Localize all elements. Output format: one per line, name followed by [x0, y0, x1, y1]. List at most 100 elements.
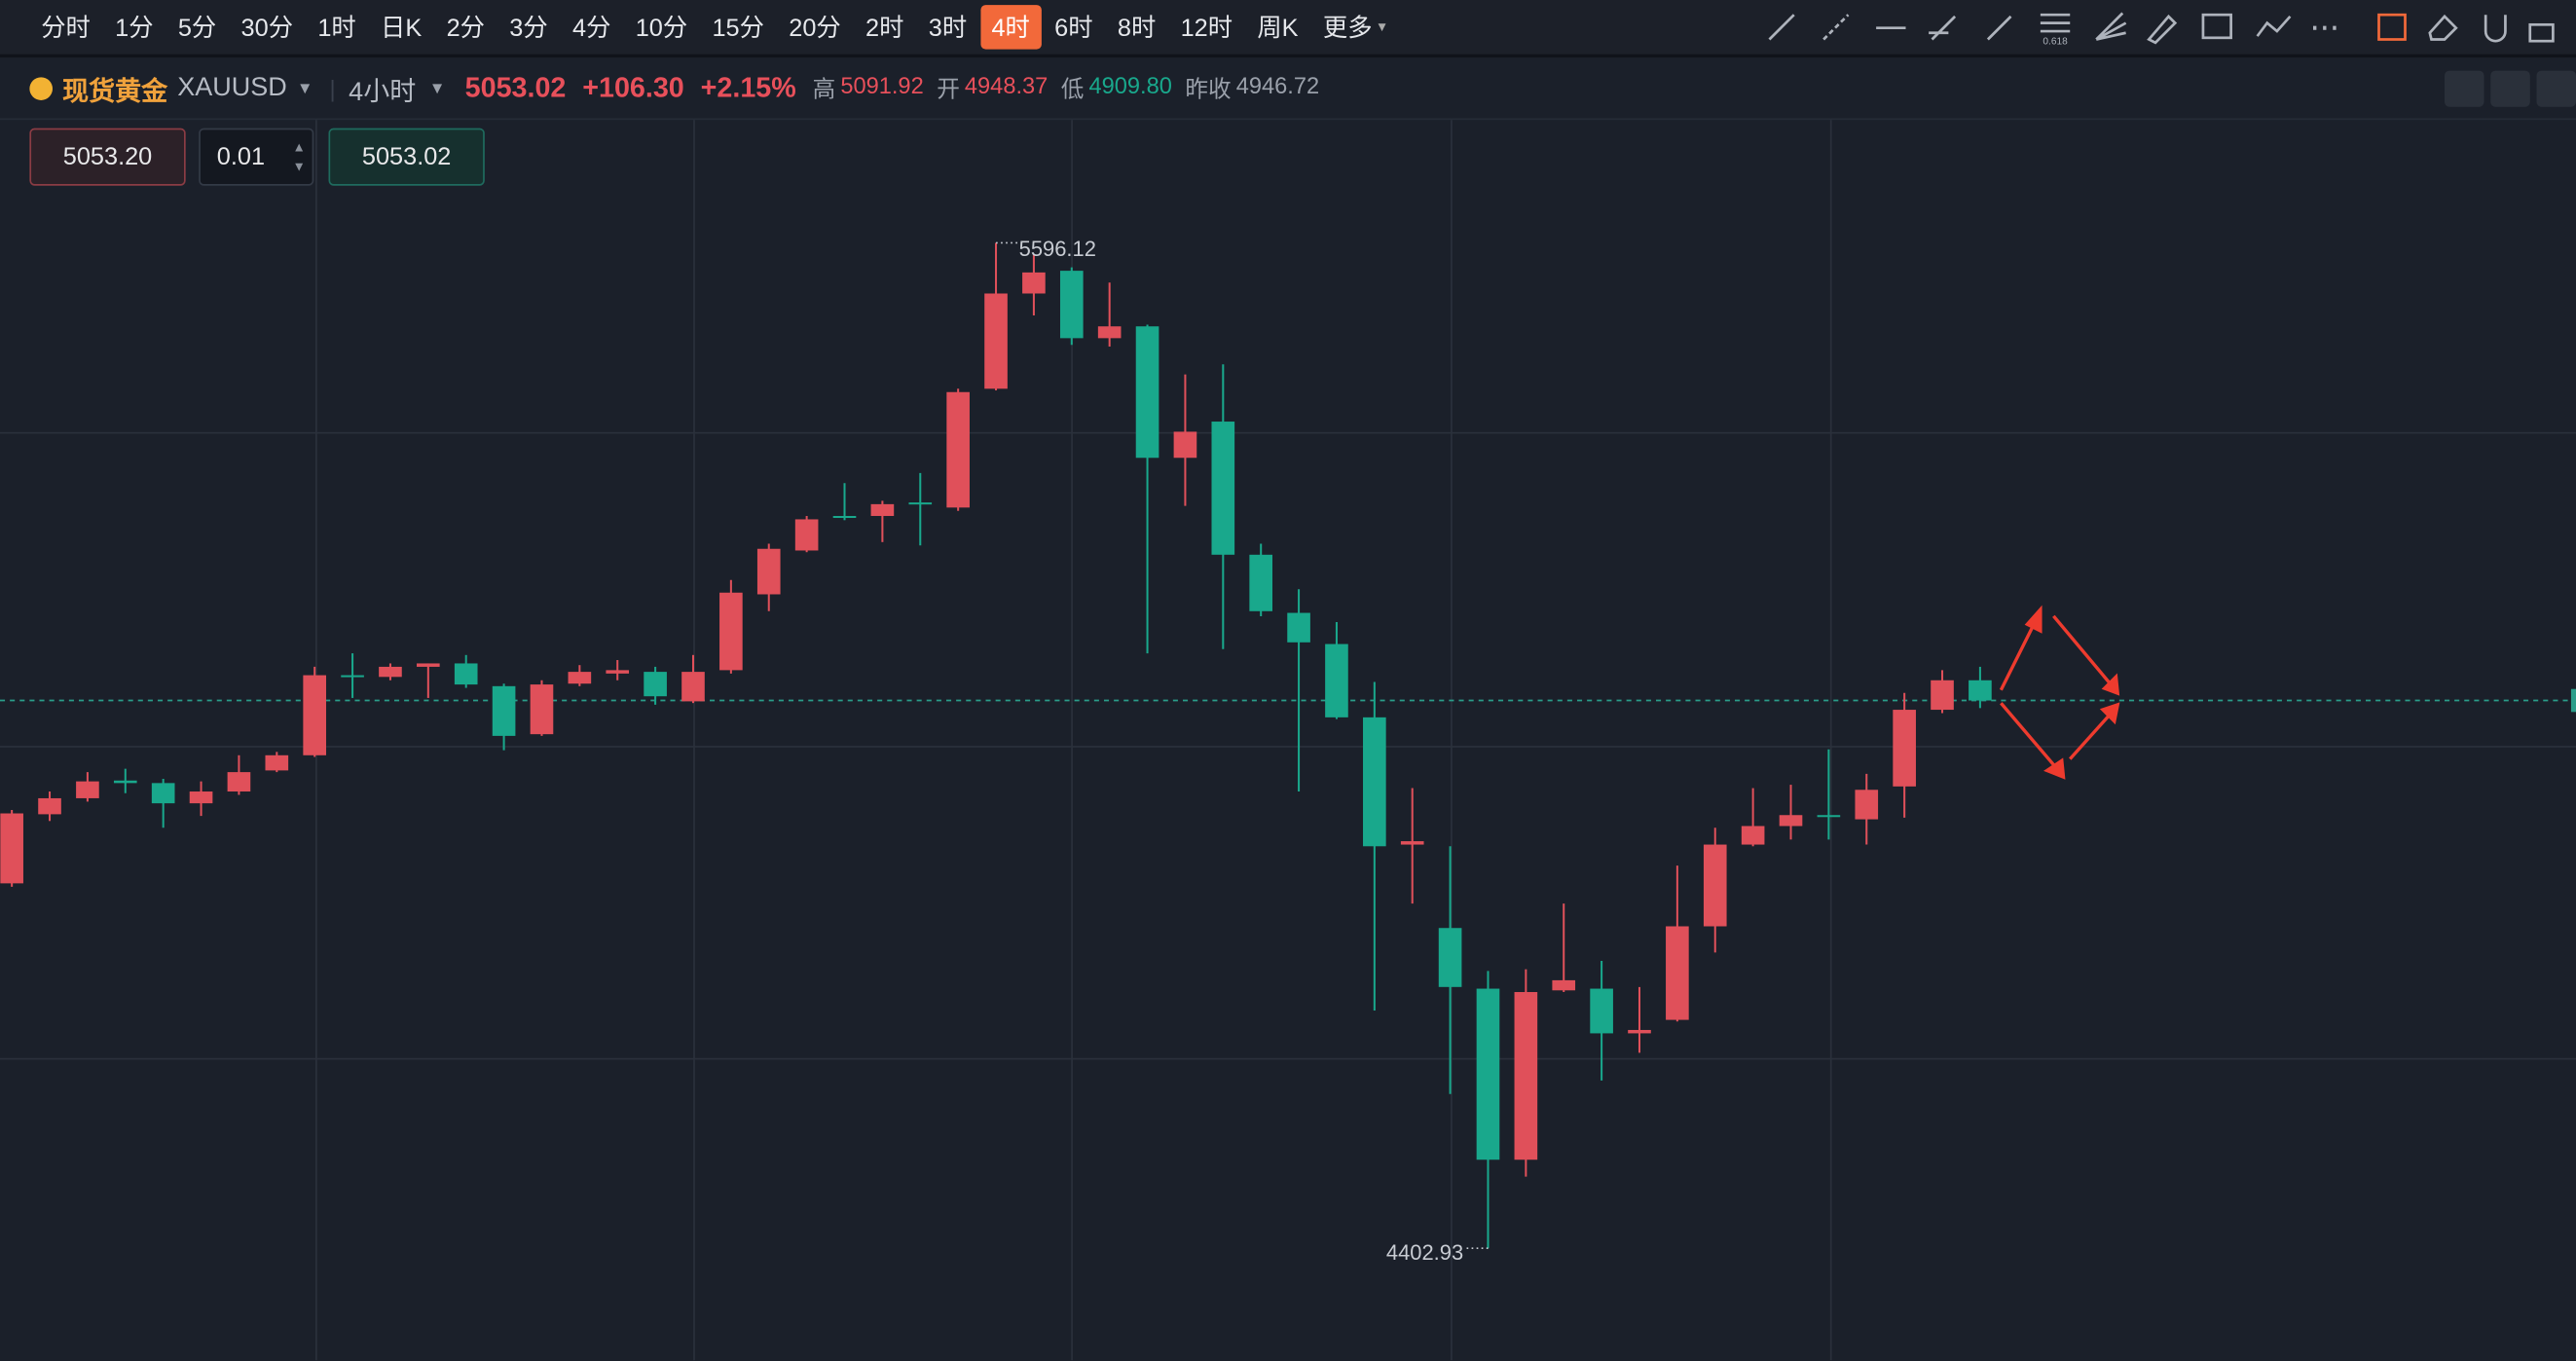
btn-edit[interactable]: [2490, 70, 2530, 107]
interval-tab[interactable]: 分时: [41, 15, 91, 43]
candle-body: [1135, 326, 1159, 459]
stats: 高 5091.92 开 4948.37 低 4909.80 昨收 4946.72: [813, 72, 1333, 105]
candle-body: [794, 519, 819, 551]
interval-tab[interactable]: 3分: [509, 15, 548, 43]
candle-body: [0, 813, 23, 884]
btn-indicator[interactable]: [2445, 70, 2484, 107]
symbol-code[interactable]: XAUUSD: [177, 73, 287, 102]
candle-body: [1741, 826, 1765, 845]
change: +106.30: [582, 72, 684, 104]
interval-tab[interactable]: 4分: [571, 15, 611, 43]
candle-body: [984, 293, 1008, 389]
period[interactable]: 4小时: [349, 79, 417, 107]
drawn-arrows: [1999, 605, 2120, 780]
tool-lock[interactable]: [2528, 22, 2555, 43]
candle-body: [946, 391, 970, 508]
candle-body: [1931, 680, 1954, 711]
tool-channel[interactable]: [1929, 15, 1957, 41]
candle-body: [1059, 271, 1084, 339]
interval-tab[interactable]: 1时: [317, 15, 356, 43]
dropdown: ▼: [1375, 19, 1389, 35]
change-pct: +2.15%: [700, 72, 796, 104]
candle-body: [151, 783, 175, 804]
interval-tab[interactable]: 日K: [381, 15, 423, 43]
candle-body: [189, 791, 213, 804]
stat-label: 低: [1060, 75, 1085, 102]
candle-body: [1628, 1029, 1651, 1034]
interval-tab[interactable]: 1分: [115, 15, 154, 43]
tool-magnet[interactable]: [2484, 15, 2507, 43]
candle-body: [1097, 326, 1122, 339]
interval-tab[interactable]: 8时: [1117, 15, 1157, 43]
candle-body: [1514, 992, 1538, 1160]
stat-value: 4946.72: [1235, 72, 1320, 99]
stat-value: 4909.80: [1088, 72, 1172, 99]
tool-fib[interactable]: [2040, 13, 2071, 33]
tool-pattern[interactable]: [2256, 15, 2292, 37]
candle-body: [756, 548, 781, 595]
tool-extended[interactable]: [1822, 14, 1850, 41]
candle-body: [1552, 979, 1576, 991]
tool-pen[interactable]: [2147, 14, 2178, 45]
btn-chart-type[interactable]: [2536, 70, 2576, 107]
lots-input[interactable]: 0.01 ▲ ▼: [199, 128, 314, 186]
stat-label: 开: [937, 75, 960, 102]
interval-tab[interactable]: 20分: [789, 15, 841, 43]
candle-body: [644, 672, 667, 697]
tool-segment[interactable]: [1986, 15, 2012, 41]
stat-value: 4948.37: [964, 72, 1049, 99]
candle-body: [606, 670, 630, 674]
price: 5053.02: [464, 72, 567, 104]
view-buttons: [2445, 70, 2576, 107]
interval-tab[interactable]: 12时: [1180, 15, 1233, 43]
tool-fan[interactable]: [2095, 12, 2127, 41]
candle-body: [1703, 844, 1727, 927]
buy-button[interactable]: 5053.02: [328, 128, 485, 186]
candle-body: [76, 781, 99, 798]
dropdown[interactable]: ▼: [296, 79, 313, 98]
candle-body: [1893, 710, 1916, 787]
candle-body: [1249, 554, 1273, 611]
candle-body: [719, 592, 743, 671]
candle-body: [227, 772, 251, 792]
candle-body: [265, 754, 289, 771]
candle-body: [1476, 988, 1500, 1160]
candle-body: [1855, 790, 1879, 820]
stepper[interactable]: ▲ ▼: [292, 138, 306, 174]
candle-body: [1363, 717, 1386, 847]
interval-tab[interactable]: 周K: [1257, 15, 1299, 43]
interval-tab[interactable]: 5分: [177, 15, 217, 43]
symbol-header: 现货黄金 XAUUSD ▼ | 4小时 ▼ 5053.02 +106.30 +2…: [0, 59, 2576, 121]
dropdown[interactable]: ▼: [428, 79, 446, 98]
candle-body: [1211, 422, 1235, 555]
candle-body: [454, 663, 478, 685]
stat-value: 5091.92: [840, 72, 924, 99]
interval-tab[interactable]: 2时: [865, 15, 904, 43]
high-label: 5596.12: [1019, 237, 1096, 261]
tool-eraser[interactable]: [2428, 14, 2458, 41]
interval-tab[interactable]: 更多: [1322, 15, 1373, 43]
candle-body: [1817, 815, 1841, 818]
candle-body: [568, 672, 592, 684]
sell-button[interactable]: 5053.20: [29, 128, 186, 186]
tool-ray[interactable]: [1768, 14, 1795, 41]
tool-draw-mode[interactable]: [2377, 13, 2407, 41]
interval-tab[interactable]: 6时: [1054, 15, 1093, 43]
candle-body: [870, 503, 895, 516]
candle-body: [1325, 644, 1348, 717]
interval-tab[interactable]: 2分: [446, 15, 485, 43]
tool-image[interactable]: [2201, 13, 2232, 40]
interval-tab[interactable]: 15分: [712, 15, 764, 43]
symbol-name: 现货黄金: [62, 79, 168, 107]
lots-value: 0.01: [216, 142, 266, 171]
candle-body: [1590, 988, 1613, 1034]
candle-body: [1022, 272, 1046, 294]
interval-tab[interactable]: 3时: [928, 15, 968, 43]
candle-body: [1438, 928, 1462, 987]
interval-tabs: 分时 1分 5分 30分 1时 日K 2分 3分 4分 10分 15分 20分 2时 3时 4时 6时 8时 12…: [0, 5, 1388, 50]
interval-tab[interactable]: 30分: [240, 15, 294, 43]
interval-tab[interactable]: 10分: [635, 15, 688, 43]
interval-tab[interactable]: 4时: [979, 5, 1042, 50]
candle-body: [1666, 926, 1689, 1020]
